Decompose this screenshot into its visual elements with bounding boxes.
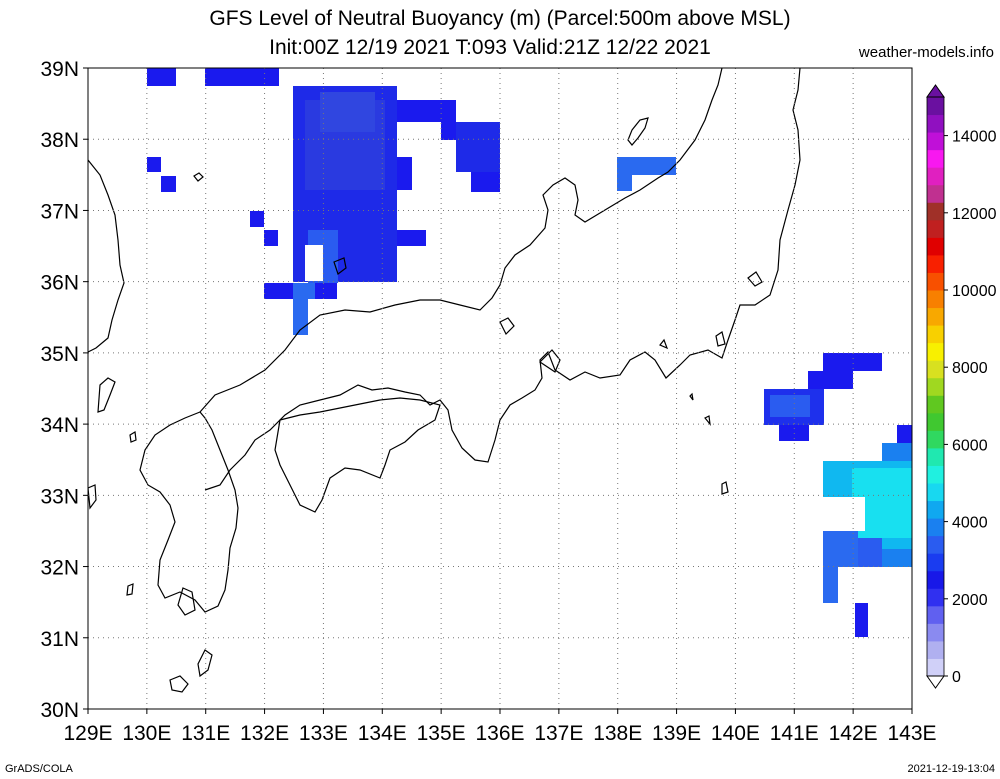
colorbar-swatch	[927, 623, 944, 642]
map-subtitle: Init:00Z 12/19 2021 T:093 Valid:21Z 12/2…	[269, 36, 711, 59]
colorbar-max-arrow	[926, 84, 945, 98]
colorbar-swatch	[927, 553, 944, 572]
colorbar-label: 10000	[952, 283, 997, 300]
site-credit: weather-models.info	[858, 44, 994, 61]
colorbar-swatch	[927, 605, 944, 624]
colorbar-label: 14000	[952, 129, 997, 146]
lon-label: 140E	[711, 722, 760, 745]
colorbar-swatch	[927, 272, 944, 291]
colorbar-swatch	[927, 535, 944, 554]
colorbar-label: 8000	[952, 360, 988, 377]
colorbar-swatch	[927, 307, 944, 326]
colorbar-swatch	[927, 254, 944, 273]
colorbar-swatch	[927, 97, 944, 116]
colorbar-swatch	[927, 342, 944, 361]
lon-label: 142E	[829, 722, 878, 745]
latitude-axis: 39N 38N 37N 36N 35N 34N 33N 32N 31N 30N	[40, 58, 88, 722]
lon-label: 131E	[181, 722, 230, 745]
lat-label: 38N	[40, 129, 79, 152]
lat-label: 30N	[40, 699, 79, 722]
lat-label: 39N	[40, 58, 79, 81]
colorbar-swatch	[927, 149, 944, 168]
colorbar-swatch	[927, 184, 944, 203]
lat-label: 33N	[40, 485, 79, 508]
lon-label: 143E	[887, 722, 936, 745]
lat-label: 36N	[40, 272, 79, 295]
colorbar-swatch	[927, 447, 944, 466]
colorbar-swatch	[927, 588, 944, 607]
colorbar-swatch	[927, 500, 944, 519]
lon-label: 136E	[475, 722, 524, 745]
colorbar-frame	[926, 96, 945, 677]
colorbar-label: 12000	[952, 206, 997, 223]
colorbar-swatch	[927, 465, 944, 484]
colorbar: 14000 12000 10000 8000 6000 4000 2000 0	[926, 84, 997, 689]
colorbar-swatch	[927, 237, 944, 256]
map-gridlines	[88, 68, 912, 709]
buoyancy-shading	[147, 68, 912, 637]
colorbar-swatch	[927, 483, 944, 502]
colorbar-swatch	[927, 518, 944, 537]
lon-label: 141E	[770, 722, 819, 745]
lon-label: 135E	[417, 722, 466, 745]
colorbar-swatch	[927, 658, 944, 677]
lon-label: 133E	[299, 722, 348, 745]
lat-label: 32N	[40, 557, 79, 580]
colorbar-swatch	[927, 640, 944, 659]
lon-label: 130E	[122, 722, 171, 745]
colorbar-swatch	[927, 377, 944, 396]
lon-label: 129E	[63, 722, 112, 745]
colorbar-swatch	[927, 360, 944, 379]
lat-label: 35N	[40, 343, 79, 366]
colorbar-label: 6000	[952, 437, 988, 454]
lat-label: 37N	[40, 200, 79, 223]
colorbar-swatch	[927, 325, 944, 344]
colorbar-swatch	[927, 395, 944, 414]
lon-label: 138E	[593, 722, 642, 745]
lon-label: 139E	[652, 722, 701, 745]
footer-timestamp: 2021-12-19-13:04	[907, 763, 995, 775]
colorbar-swatch	[927, 167, 944, 186]
lat-label: 31N	[40, 628, 79, 651]
colorbar-swatch	[927, 132, 944, 151]
colorbar-swatch	[927, 202, 944, 221]
colorbar-swatch	[927, 570, 944, 589]
colorbar-label: 4000	[952, 515, 988, 532]
colorbar-swatch	[927, 219, 944, 238]
longitude-axis: 129E 130E 131E 132E 133E 134E 135E 136E 137E 138E…	[63, 709, 937, 745]
lat-label: 34N	[40, 414, 79, 437]
colorbar-label: 2000	[952, 592, 988, 609]
lon-label: 137E	[534, 722, 583, 745]
colorbar-swatch	[927, 412, 944, 431]
colorbar-swatch	[927, 114, 944, 133]
colorbar-min-arrow	[926, 675, 945, 689]
map-title: GFS Level of Neutral Buoyancy (m) (Parce…	[209, 7, 791, 30]
lon-label: 132E	[240, 722, 289, 745]
colorbar-swatch	[927, 430, 944, 449]
colorbar-swatch	[927, 290, 944, 309]
coastline	[88, 68, 801, 693]
footer-credit: GrADS/COLA	[5, 763, 73, 775]
colorbar-label: 0	[952, 669, 961, 686]
lon-label: 134E	[358, 722, 407, 745]
